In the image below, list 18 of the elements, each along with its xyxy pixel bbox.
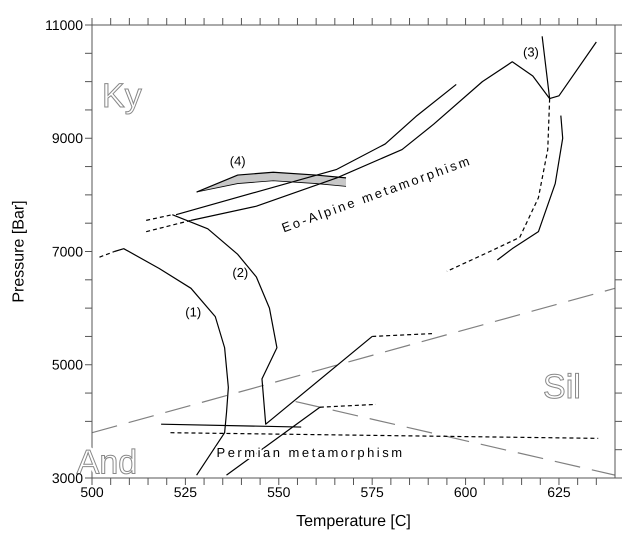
y-axis-title: Pressure [Bar]: [10, 200, 28, 303]
x-tick-label: 500: [80, 484, 104, 500]
y-tick-label: 9000: [52, 130, 84, 146]
annotation: (3): [523, 44, 539, 60]
annotation: (2): [232, 264, 248, 280]
annotation: (4): [230, 154, 246, 169]
annotation: (1): [185, 304, 202, 320]
annotation: Ky: [102, 76, 142, 115]
x-tick-label: 550: [267, 484, 291, 500]
x-axis-title: Temperature [C]: [296, 513, 411, 530]
annotation: Sil: [543, 368, 581, 406]
y-tick-label: 11000: [45, 16, 84, 33]
x-tick-label: 600: [454, 484, 478, 500]
x-tick-label: 625: [547, 484, 571, 500]
y-tick-label: 5000: [52, 356, 84, 373]
y-tick-label: 7000: [52, 243, 84, 260]
x-tick-label: 575: [360, 484, 384, 500]
x-tick-label: 525: [174, 484, 198, 500]
